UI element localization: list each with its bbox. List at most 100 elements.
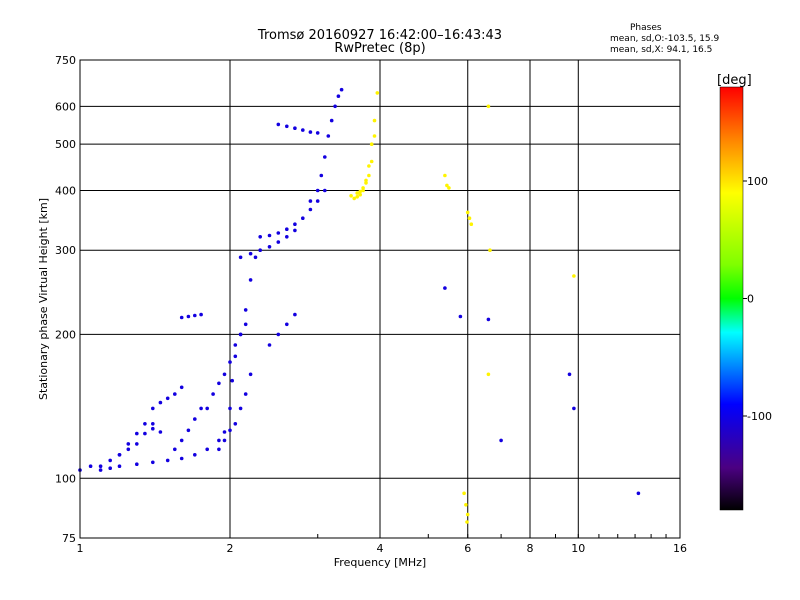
data-point-o-mode (323, 155, 327, 159)
data-point-x-mode (367, 164, 371, 168)
data-point-o-mode (285, 322, 289, 327)
data-point-o-mode (329, 118, 334, 123)
x-tick-label: 2 (227, 542, 234, 555)
data-point-o-mode (315, 131, 320, 135)
data-point-o-mode (228, 406, 232, 411)
data-point-o-mode (233, 354, 238, 359)
data-point-o-mode (285, 227, 289, 231)
data-point-x-mode (361, 186, 365, 190)
data-point-o-mode (258, 248, 263, 252)
data-point-o-mode (205, 406, 209, 411)
data-point-o-mode (173, 447, 177, 452)
data-point-o-mode (458, 314, 463, 319)
data-point-o-mode (193, 453, 197, 457)
data-point-o-mode (285, 235, 289, 239)
data-point-o-mode (243, 392, 248, 396)
data-point-o-mode (222, 430, 227, 434)
data-point-x-mode (447, 186, 451, 190)
data-point-o-mode (193, 313, 197, 318)
stats-x-mode: mean, sd,X: 94.1, 16.5 (610, 45, 713, 55)
y-tick-label: 750 (55, 54, 76, 67)
colorbar-tick-label: 0 (747, 293, 754, 306)
data-point-x-mode (361, 188, 365, 193)
data-point-o-mode (293, 126, 297, 130)
data-point-o-mode (308, 199, 313, 203)
data-point-o-mode (179, 438, 184, 443)
y-axis-label: Stationary phase Virtual Height [km] (37, 198, 50, 400)
data-point-o-mode (308, 130, 313, 134)
data-point-o-mode (199, 406, 203, 411)
data-point-x-mode (464, 503, 468, 507)
y-tick-label: 75 (62, 532, 76, 545)
data-point-o-mode (151, 406, 155, 411)
data-point-x-mode (355, 191, 360, 195)
colorbar-label: [deg] (717, 73, 752, 88)
data-point-x-mode (443, 173, 447, 178)
y-tick-label: 300 (55, 244, 76, 257)
data-point-o-mode (135, 431, 139, 436)
data-point-x-mode (469, 222, 474, 226)
data-point-o-mode (151, 426, 155, 431)
data-point-o-mode (193, 417, 197, 421)
data-point-x-mode (369, 159, 374, 164)
data-point-o-mode (319, 173, 324, 178)
data-point-o-mode (186, 428, 191, 433)
data-point-o-mode (326, 134, 331, 138)
x-tick-label: 4 (377, 542, 384, 555)
data-point-x-mode (358, 189, 363, 194)
x-axis-label: Frequency [MHz] (334, 556, 426, 569)
data-point-o-mode (308, 207, 313, 212)
x-tick-label: 8 (527, 542, 534, 555)
colorbar-ticks-layer: 100 0 -100 (743, 175, 772, 423)
x-tick-label: 10 (571, 542, 585, 555)
data-point-o-mode (267, 233, 272, 238)
data-point-o-mode (217, 438, 221, 443)
data-point-o-mode (151, 422, 155, 426)
chart-title: Tromsø 20160927 16:42:00–16:43:43 (257, 28, 503, 43)
data-point-o-mode (179, 315, 184, 320)
data-point-o-mode (572, 406, 576, 411)
data-point-o-mode (238, 255, 243, 260)
data-point-o-mode (179, 385, 184, 390)
data-point-o-mode (88, 464, 93, 469)
x-tick-label: 6 (464, 542, 471, 555)
data-point-o-mode (222, 372, 227, 377)
data-point-o-mode (228, 428, 232, 433)
data-point-x-mode (572, 274, 576, 278)
data-point-x-mode (465, 512, 470, 517)
data-point-o-mode (238, 406, 243, 411)
y-tick-label: 100 (55, 472, 76, 485)
data-point-o-mode (248, 372, 253, 377)
data-point-o-mode (98, 464, 103, 469)
grid-layer (80, 60, 680, 538)
data-point-o-mode (222, 438, 227, 443)
data-point-o-mode (179, 456, 184, 461)
stats-o-mode: mean, sd,O:-103.5, 15.9 (610, 34, 720, 44)
data-point-o-mode (243, 322, 248, 327)
data-point-x-mode (372, 118, 377, 123)
data-point-x-mode (364, 178, 368, 183)
data-point-x-mode (462, 491, 466, 496)
data-point-o-mode (636, 491, 641, 496)
y-tick-label: 400 (55, 184, 76, 197)
y-tick-label: 200 (55, 328, 76, 341)
data-point-o-mode (135, 442, 139, 446)
data-point-o-mode (323, 188, 327, 193)
data-point-o-mode (293, 312, 297, 317)
data-point-o-mode (443, 286, 447, 290)
data-point-o-mode (248, 251, 253, 256)
data-point-o-mode (186, 314, 191, 319)
data-point-o-mode (293, 222, 297, 226)
data-point-o-mode (126, 442, 131, 446)
data-point-o-mode (158, 400, 163, 405)
axis-labels-layer: 1 2 4 6 8 10 16 75 100 200 300 400 500 600 750 (55, 54, 687, 555)
chart-subtitle: RwPretec (8p) (334, 41, 426, 56)
data-point-o-mode (293, 228, 297, 233)
data-point-o-mode (143, 431, 147, 436)
data-point-o-mode (205, 447, 209, 452)
data-point-o-mode (117, 453, 122, 457)
data-point-o-mode (117, 464, 122, 469)
data-point-o-mode (339, 87, 344, 92)
data-point-o-mode (567, 372, 572, 377)
data-point-o-mode (243, 308, 248, 312)
